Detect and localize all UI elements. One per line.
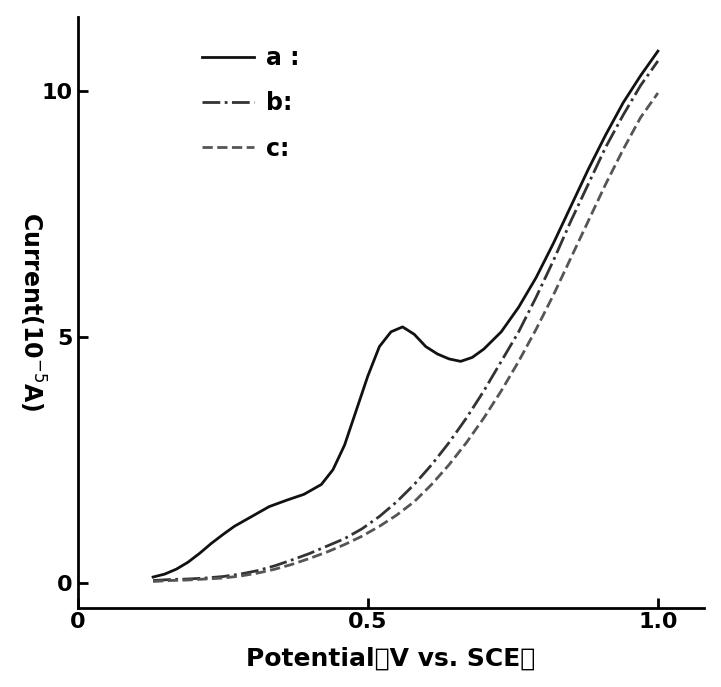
X-axis label: Potential（V vs. SCE）: Potential（V vs. SCE） xyxy=(247,646,536,671)
Y-axis label: Current(10$^{-5}$A): Current(10$^{-5}$A) xyxy=(17,212,47,412)
Legend: a :, b:, c:: a :, b:, c: xyxy=(203,46,299,161)
